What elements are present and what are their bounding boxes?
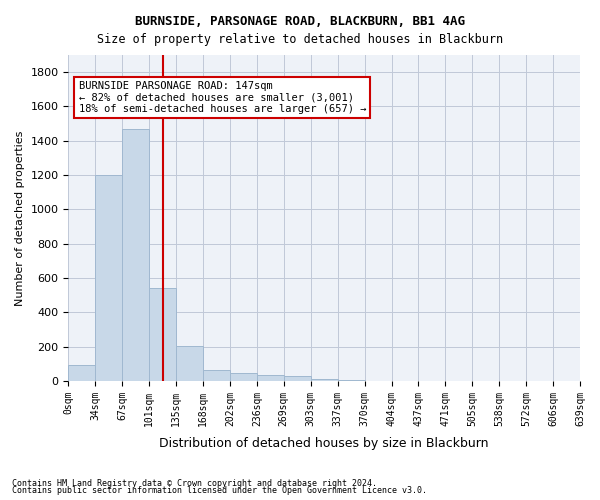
Bar: [203, 370, 230, 381]
Bar: [95, 175, 122, 381]
Bar: [284, 376, 311, 381]
X-axis label: Distribution of detached houses by size in Blackburn: Distribution of detached houses by size …: [160, 437, 489, 450]
Text: BURNSIDE, PARSONAGE ROAD, BLACKBURN, BB1 4AG: BURNSIDE, PARSONAGE ROAD, BLACKBURN, BB1…: [135, 15, 465, 28]
Bar: [149, 288, 176, 381]
Text: Contains public sector information licensed under the Open Government Licence v3: Contains public sector information licen…: [12, 486, 427, 495]
Bar: [176, 346, 203, 381]
Y-axis label: Number of detached properties: Number of detached properties: [15, 130, 25, 306]
Bar: [68, 366, 95, 381]
Bar: [257, 375, 284, 381]
Text: Size of property relative to detached houses in Blackburn: Size of property relative to detached ho…: [97, 32, 503, 46]
Text: Contains HM Land Registry data © Crown copyright and database right 2024.: Contains HM Land Registry data © Crown c…: [12, 478, 377, 488]
Bar: [311, 379, 338, 381]
Bar: [230, 373, 257, 381]
Text: BURNSIDE PARSONAGE ROAD: 147sqm
← 82% of detached houses are smaller (3,001)
18%: BURNSIDE PARSONAGE ROAD: 147sqm ← 82% of…: [79, 81, 366, 114]
Bar: [338, 380, 365, 381]
Bar: [122, 129, 149, 381]
